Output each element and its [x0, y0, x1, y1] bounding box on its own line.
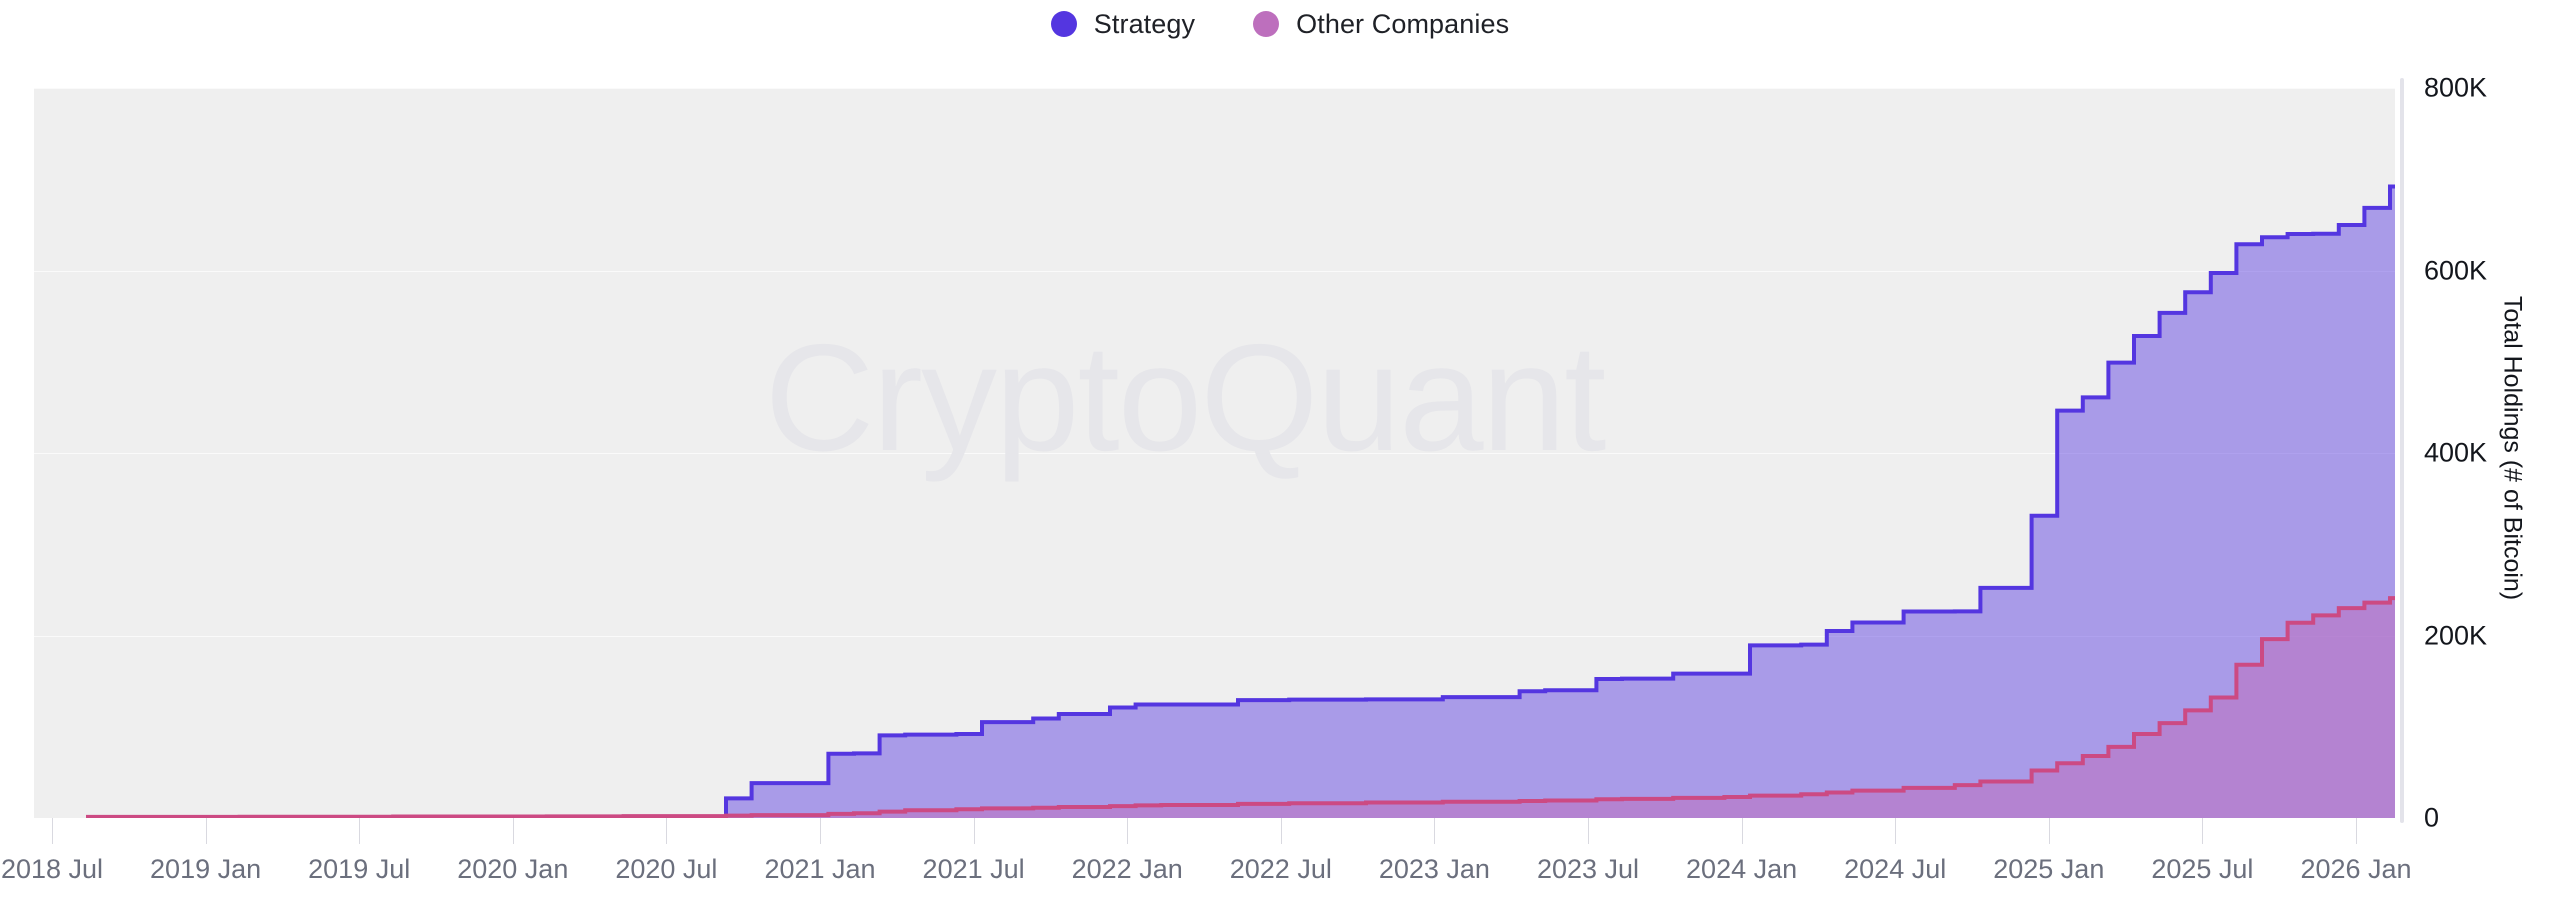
x-axis-tick-label: 2019 Jan	[150, 854, 262, 884]
chart-legend: Strategy Other Companies	[0, 0, 2560, 48]
x-axis-tickmark	[2202, 818, 2204, 844]
legend-label-other-companies: Other Companies	[1296, 8, 1510, 39]
gridline	[34, 635, 2395, 637]
x-axis-tick-label: 2023 Jan	[1378, 854, 1490, 884]
y-axis-tick-label: 0	[2424, 802, 2440, 833]
x-axis-tickmark	[973, 818, 975, 844]
x-axis-tickmark	[1588, 818, 1589, 844]
series-line-other-companies	[86, 593, 2395, 817]
x-axis-tick-label: 2022 Jan	[1071, 854, 1183, 884]
x-axis-tickmark	[512, 818, 514, 844]
x-axis: 2018 Jul 2019 Jan 2019 Jul 2020 Jan 2020 Jul…	[0, 818, 2560, 897]
y-axis: 800K 600K 400K 200K 0	[2424, 0, 2534, 897]
gridline	[34, 270, 2395, 272]
x-axis-tickmark	[359, 818, 361, 844]
series-area-strategy	[86, 119, 2395, 818]
x-axis-tick-label: 2024 Jan	[1686, 854, 1798, 884]
x-axis-tick-label: 2018 Jul	[0, 854, 104, 884]
x-axis-tickmark	[1434, 818, 1436, 844]
x-axis-tickmark	[205, 818, 207, 844]
x-axis-tickmark	[1741, 818, 1743, 844]
x-axis-tick-label: 2020 Jan	[457, 854, 569, 884]
x-axis-tick-label: 2022 Jul	[1229, 854, 1332, 884]
gridline	[34, 88, 2395, 89]
x-axis-tick-label: 2024 Jul	[1844, 854, 1947, 884]
x-axis-tickmark	[666, 818, 668, 844]
y-axis-tick-label: 600K	[2424, 255, 2488, 285]
x-axis-tickmark	[1127, 818, 1129, 844]
chart-right-divider[interactable]	[2400, 78, 2404, 823]
plot-area[interactable]: CryptoQuant	[34, 88, 2395, 818]
x-axis-tick-label: 2023 Jul	[1536, 854, 1640, 884]
y-axis-tick-label: 200K	[2424, 620, 2488, 650]
legend-dot-icon	[1050, 11, 1077, 37]
x-axis-tick-label: 2025 Jul	[2151, 854, 2254, 884]
series-layer	[86, 88, 2395, 818]
x-axis-tick-label: 2020 Jul	[615, 854, 718, 884]
x-axis-tick-label: 2021 Jan	[764, 854, 876, 884]
legend-dot-icon	[1253, 11, 1280, 37]
x-axis-tick-label: 2026 Jan	[2300, 854, 2412, 884]
legend-item-strategy[interactable]: Strategy	[1050, 8, 1196, 40]
y-axis-tick-label: 400K	[2424, 437, 2488, 468]
x-axis-tickmark	[2048, 818, 2050, 844]
series-line-strategy	[86, 120, 2395, 818]
x-axis-tick-label: 2021 Jul	[922, 854, 1025, 884]
y-axis-title: Total Holdings (# of Bitcoin)	[2498, 295, 2527, 601]
legend-item-other-companies[interactable]: Other Companies	[1253, 9, 1509, 40]
x-axis-tickmark	[2356, 818, 2357, 844]
series-area-other-companies	[86, 592, 2395, 818]
gridline	[34, 453, 2395, 454]
y-axis-tick-label: 800K	[2424, 72, 2488, 103]
legend-label-strategy: Strategy	[1093, 8, 1196, 39]
x-axis-tickmark	[52, 818, 53, 844]
x-axis-tick-label: 2025 Jan	[1993, 854, 2105, 884]
x-axis-tickmark	[1280, 818, 1282, 844]
x-axis-tickmark	[1895, 818, 1897, 844]
x-axis-tick-label: 2019 Jul	[308, 854, 411, 884]
x-axis-tickmark	[820, 818, 821, 844]
